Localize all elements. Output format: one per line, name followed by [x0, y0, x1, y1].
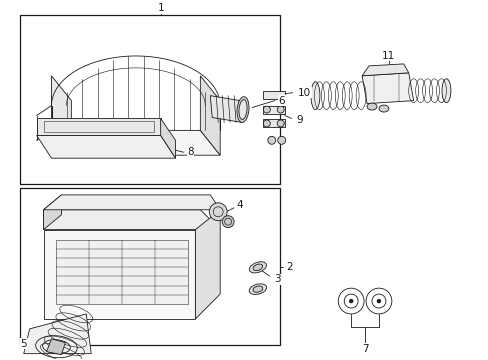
Circle shape — [277, 136, 285, 144]
Polygon shape — [361, 73, 413, 104]
Ellipse shape — [263, 120, 270, 127]
Polygon shape — [56, 239, 188, 304]
Ellipse shape — [239, 100, 246, 120]
Ellipse shape — [249, 284, 266, 294]
Ellipse shape — [237, 97, 248, 122]
Text: 6: 6 — [278, 96, 285, 105]
Polygon shape — [37, 135, 175, 158]
Ellipse shape — [252, 286, 262, 292]
Circle shape — [209, 203, 226, 221]
Polygon shape — [37, 118, 161, 135]
Bar — [20, 15, 279, 184]
Polygon shape — [46, 339, 65, 355]
Polygon shape — [263, 120, 284, 127]
Ellipse shape — [249, 262, 266, 273]
Polygon shape — [43, 210, 220, 230]
Text: 5: 5 — [20, 339, 27, 349]
Polygon shape — [43, 195, 61, 230]
Circle shape — [267, 136, 275, 144]
Text: 2: 2 — [286, 262, 292, 272]
Polygon shape — [200, 76, 220, 155]
Bar — [20, 188, 279, 345]
Text: 4: 4 — [236, 200, 243, 210]
Polygon shape — [361, 64, 408, 76]
Ellipse shape — [366, 103, 376, 110]
Text: 3: 3 — [274, 274, 281, 284]
Ellipse shape — [263, 106, 270, 113]
Ellipse shape — [378, 105, 388, 112]
Ellipse shape — [310, 82, 319, 109]
Ellipse shape — [253, 264, 262, 271]
Circle shape — [376, 299, 380, 303]
Circle shape — [222, 216, 234, 228]
Text: 8: 8 — [187, 147, 193, 157]
Text: 11: 11 — [382, 51, 395, 61]
Polygon shape — [195, 210, 220, 319]
Polygon shape — [51, 130, 220, 155]
Bar — [263, 91, 284, 99]
Polygon shape — [24, 314, 91, 354]
Text: 7: 7 — [361, 344, 367, 354]
Text: 9: 9 — [296, 116, 302, 126]
Text: 10: 10 — [297, 88, 310, 98]
Ellipse shape — [277, 120, 284, 127]
Circle shape — [348, 299, 352, 303]
Ellipse shape — [441, 79, 450, 103]
Polygon shape — [51, 76, 71, 155]
Polygon shape — [161, 118, 175, 158]
Text: 1: 1 — [157, 3, 163, 13]
Polygon shape — [43, 230, 195, 319]
Polygon shape — [263, 105, 284, 113]
Polygon shape — [43, 195, 220, 210]
Polygon shape — [210, 96, 242, 122]
Ellipse shape — [277, 106, 284, 113]
